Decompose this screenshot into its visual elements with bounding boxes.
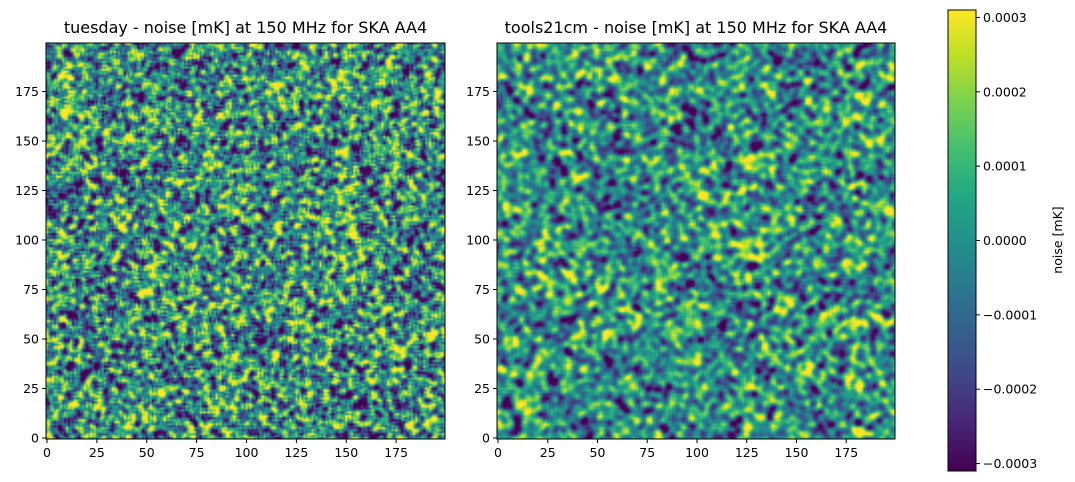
colorbar-tick-label: 0.0002 — [983, 84, 1027, 99]
heatmap-image-tools21cm — [497, 43, 895, 439]
y-tick-label-tuesday: 150 — [15, 134, 39, 149]
x-tick-label-tools21cm: 175 — [834, 445, 858, 460]
x-tick-label-tools21cm: 100 — [685, 445, 709, 460]
y-axis-tuesday: 0 25 50 75 100 125 150 175 — [15, 84, 46, 446]
y-tick-label-tools21cm: 75 — [474, 282, 490, 297]
colorbar-gradient — [947, 9, 977, 472]
colorbar-tick-label: −0.0001 — [983, 307, 1037, 322]
y-tick-label-tools21cm: 50 — [474, 332, 490, 347]
y-axis-tools21cm: 0 25 50 75 100 125 150 175 — [466, 84, 497, 446]
colorbar: −0.0003 −0.0002 −0.0001 0.0000 0.0001 0.0002 0… — [947, 9, 1065, 472]
x-tick-label-tools21cm: 25 — [540, 445, 556, 460]
x-tick-label-tools21cm: 125 — [735, 445, 759, 460]
y-tick-label-tools21cm: 175 — [466, 84, 490, 99]
colorbar-tick-label: 0.0003 — [983, 10, 1027, 25]
heatmap-panel-tools21cm: tools21cm - noise [mK] at 150 MHz for SK… — [466, 18, 896, 460]
chart-title-tools21cm: tools21cm - noise [mK] at 150 MHz for SK… — [505, 18, 888, 37]
x-tick-label-tools21cm: 0 — [494, 445, 502, 460]
y-tick-label-tuesday: 50 — [23, 332, 39, 347]
y-tick-label-tools21cm: 25 — [474, 381, 490, 396]
x-tick-label-tuesday: 0 — [43, 445, 51, 460]
y-tick-label-tools21cm: 0 — [482, 431, 490, 446]
x-tick-label-tuesday: 175 — [384, 445, 408, 460]
chart-title-tuesday: tuesday - noise [mK] at 150 MHz for SKA … — [64, 18, 427, 37]
x-axis-tools21cm: 0 25 50 75 100 125 150 175 — [494, 439, 858, 460]
x-tick-label-tuesday: 50 — [139, 445, 155, 460]
heatmap-image-tuesday — [46, 43, 445, 439]
y-tick-label-tuesday: 0 — [31, 431, 39, 446]
y-tick-label-tuesday: 125 — [15, 183, 39, 198]
colorbar-tick-label: 0.0001 — [983, 159, 1027, 174]
x-tick-label-tools21cm: 75 — [639, 445, 655, 460]
y-tick-label-tuesday: 175 — [15, 84, 39, 99]
x-tick-label-tools21cm: 50 — [590, 445, 606, 460]
colorbar-ticks: −0.0003 −0.0002 −0.0001 0.0000 0.0001 0.0002 0… — [976, 10, 1037, 471]
y-tick-label-tools21cm: 125 — [466, 183, 490, 198]
colorbar-label: noise [mK] — [1050, 206, 1065, 273]
heatmap-panel-tuesday: tuesday - noise [mK] at 150 MHz for SKA … — [15, 18, 446, 460]
x-tick-label-tuesday: 100 — [235, 445, 259, 460]
x-tick-label-tuesday: 125 — [284, 445, 308, 460]
colorbar-tick-label: 0.0000 — [983, 233, 1027, 248]
x-tick-label-tools21cm: 150 — [785, 445, 809, 460]
x-tick-label-tuesday: 150 — [334, 445, 358, 460]
y-tick-label-tools21cm: 100 — [466, 233, 490, 248]
axes-frame-tools21cm — [496, 42, 896, 440]
colorbar-tick-label: −0.0003 — [983, 456, 1037, 471]
x-tick-label-tuesday: 75 — [189, 445, 205, 460]
colorbar-tick-label: −0.0002 — [983, 382, 1037, 397]
y-tick-label-tuesday: 75 — [23, 282, 39, 297]
y-tick-label-tuesday: 100 — [15, 233, 39, 248]
y-tick-label-tuesday: 25 — [23, 381, 39, 396]
y-tick-label-tools21cm: 150 — [466, 134, 490, 149]
x-axis-tuesday: 0 25 50 75 100 125 150 175 — [43, 439, 408, 460]
axes-frame-tuesday — [45, 42, 446, 440]
x-tick-label-tuesday: 25 — [89, 445, 105, 460]
